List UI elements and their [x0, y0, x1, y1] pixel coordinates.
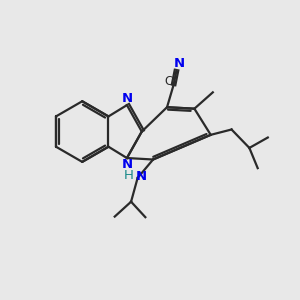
Text: N: N [173, 57, 184, 70]
Text: N: N [122, 158, 133, 171]
Text: H: H [124, 169, 134, 182]
Text: N: N [122, 92, 133, 105]
Text: C: C [164, 75, 172, 88]
Text: N: N [136, 170, 147, 183]
